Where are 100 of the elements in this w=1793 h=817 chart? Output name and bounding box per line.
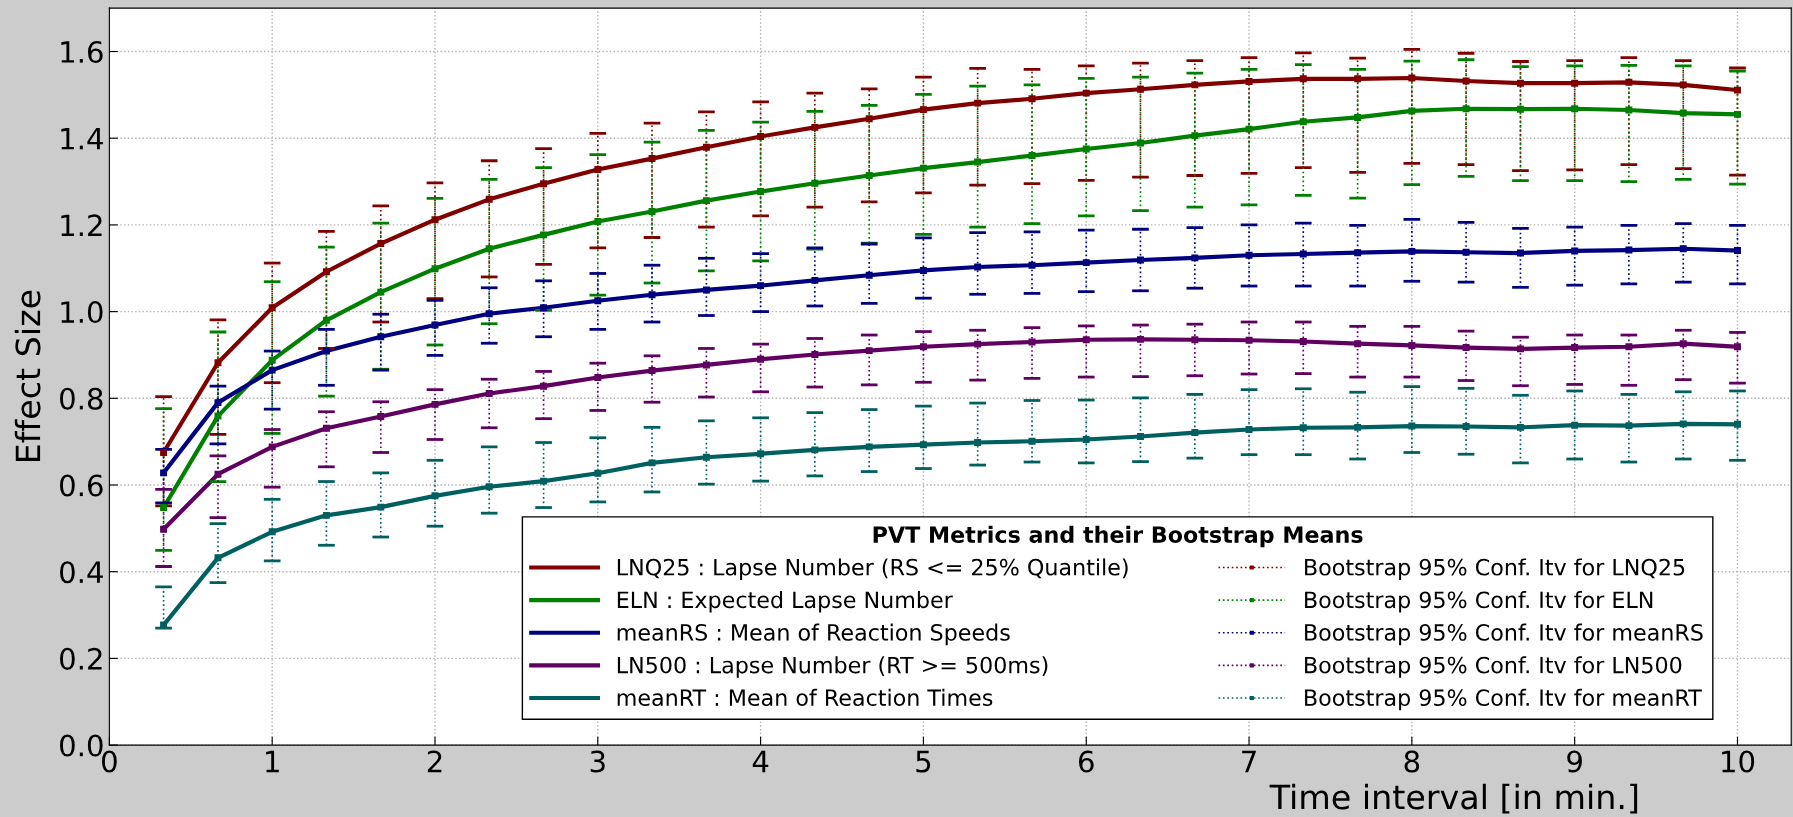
point	[648, 367, 656, 375]
point	[1625, 106, 1633, 114]
point	[322, 316, 330, 324]
point	[919, 266, 927, 274]
point	[1516, 345, 1524, 353]
point	[1354, 75, 1362, 83]
point	[540, 477, 548, 485]
x-tick-label: 10	[1722, 750, 1755, 773]
point	[865, 271, 873, 279]
point	[540, 382, 548, 390]
point	[1734, 343, 1741, 351]
legend-label: meanRS : Mean of Reaction Speeds	[617, 623, 1010, 646]
point	[1028, 437, 1036, 445]
point	[1299, 75, 1307, 83]
x-tick-label: 6	[1079, 750, 1094, 773]
point	[377, 288, 385, 296]
point	[594, 297, 602, 305]
x-tick-label: 9	[1567, 750, 1582, 773]
point	[865, 115, 873, 123]
point	[485, 483, 493, 491]
legend-title: PVT Metrics and their Bootstrap Means	[873, 525, 1363, 548]
point	[1679, 245, 1687, 253]
x-tick-label: 1	[266, 750, 279, 773]
point	[919, 441, 927, 449]
point	[1734, 420, 1741, 428]
legend-label: Bootstrap 95% Conf. Itv for ELN	[1305, 591, 1653, 613]
point	[1028, 261, 1036, 269]
point	[540, 304, 548, 312]
point	[1245, 251, 1253, 259]
point	[594, 469, 602, 477]
point	[702, 453, 710, 461]
point	[1354, 113, 1362, 121]
point	[1571, 421, 1579, 429]
point	[431, 400, 439, 408]
point	[1408, 107, 1416, 115]
point	[485, 390, 493, 398]
legend-label: Bootstrap 95% Conf. Itv for meanRT	[1305, 688, 1702, 711]
point	[648, 291, 656, 299]
point	[485, 195, 493, 203]
point	[322, 424, 330, 432]
point	[757, 450, 765, 458]
point	[594, 217, 602, 225]
point	[1299, 118, 1307, 126]
legend-label: Bootstrap 95% Conf. Itv for LNQ25	[1305, 558, 1685, 580]
point	[865, 172, 873, 179]
y-tick-label: 1.4	[61, 128, 103, 150]
point	[1191, 429, 1199, 437]
point	[1354, 340, 1362, 348]
y-axis-title: Effect Size	[14, 290, 41, 462]
point	[1299, 250, 1307, 258]
point	[322, 511, 330, 519]
point	[268, 304, 276, 312]
legend-label: LN500 : Lapse Number (RT >= 500ms)	[617, 656, 1048, 678]
point	[1136, 335, 1144, 343]
point	[1191, 254, 1199, 262]
point	[811, 351, 819, 359]
point	[919, 164, 927, 172]
y-tick-label: 1.6	[61, 40, 103, 64]
point	[322, 347, 330, 355]
point	[648, 155, 656, 163]
x-tick-label: 5	[916, 750, 931, 773]
point	[1516, 105, 1524, 113]
point	[431, 265, 439, 273]
point	[1571, 105, 1579, 113]
point	[974, 99, 982, 107]
x-tick-label: 7	[1242, 750, 1256, 773]
point	[1299, 424, 1307, 432]
point	[1679, 420, 1687, 428]
point	[865, 347, 873, 355]
point	[1516, 79, 1524, 87]
point	[268, 366, 276, 374]
point	[214, 399, 222, 407]
point	[811, 179, 819, 187]
point	[1191, 336, 1199, 344]
point	[485, 310, 493, 318]
point	[431, 216, 439, 224]
point	[1571, 344, 1579, 352]
point	[757, 133, 765, 140]
point	[974, 439, 982, 447]
point	[1625, 343, 1633, 351]
point	[1082, 145, 1090, 153]
point	[1245, 426, 1253, 433]
x-tick-label: 4	[752, 750, 769, 773]
point	[214, 359, 222, 367]
point	[1028, 95, 1036, 103]
point	[1028, 152, 1036, 160]
point	[377, 503, 385, 511]
point	[1462, 105, 1470, 113]
y-tick-label: 0.8	[60, 387, 103, 410]
point	[1679, 109, 1687, 117]
point	[1462, 248, 1470, 256]
x-tick-label: 0	[102, 750, 117, 773]
point	[431, 321, 439, 329]
point	[1734, 247, 1741, 254]
point	[377, 333, 385, 341]
point	[811, 446, 819, 454]
point	[757, 188, 765, 196]
point	[1408, 422, 1416, 430]
point	[919, 343, 927, 351]
point	[648, 208, 656, 215]
